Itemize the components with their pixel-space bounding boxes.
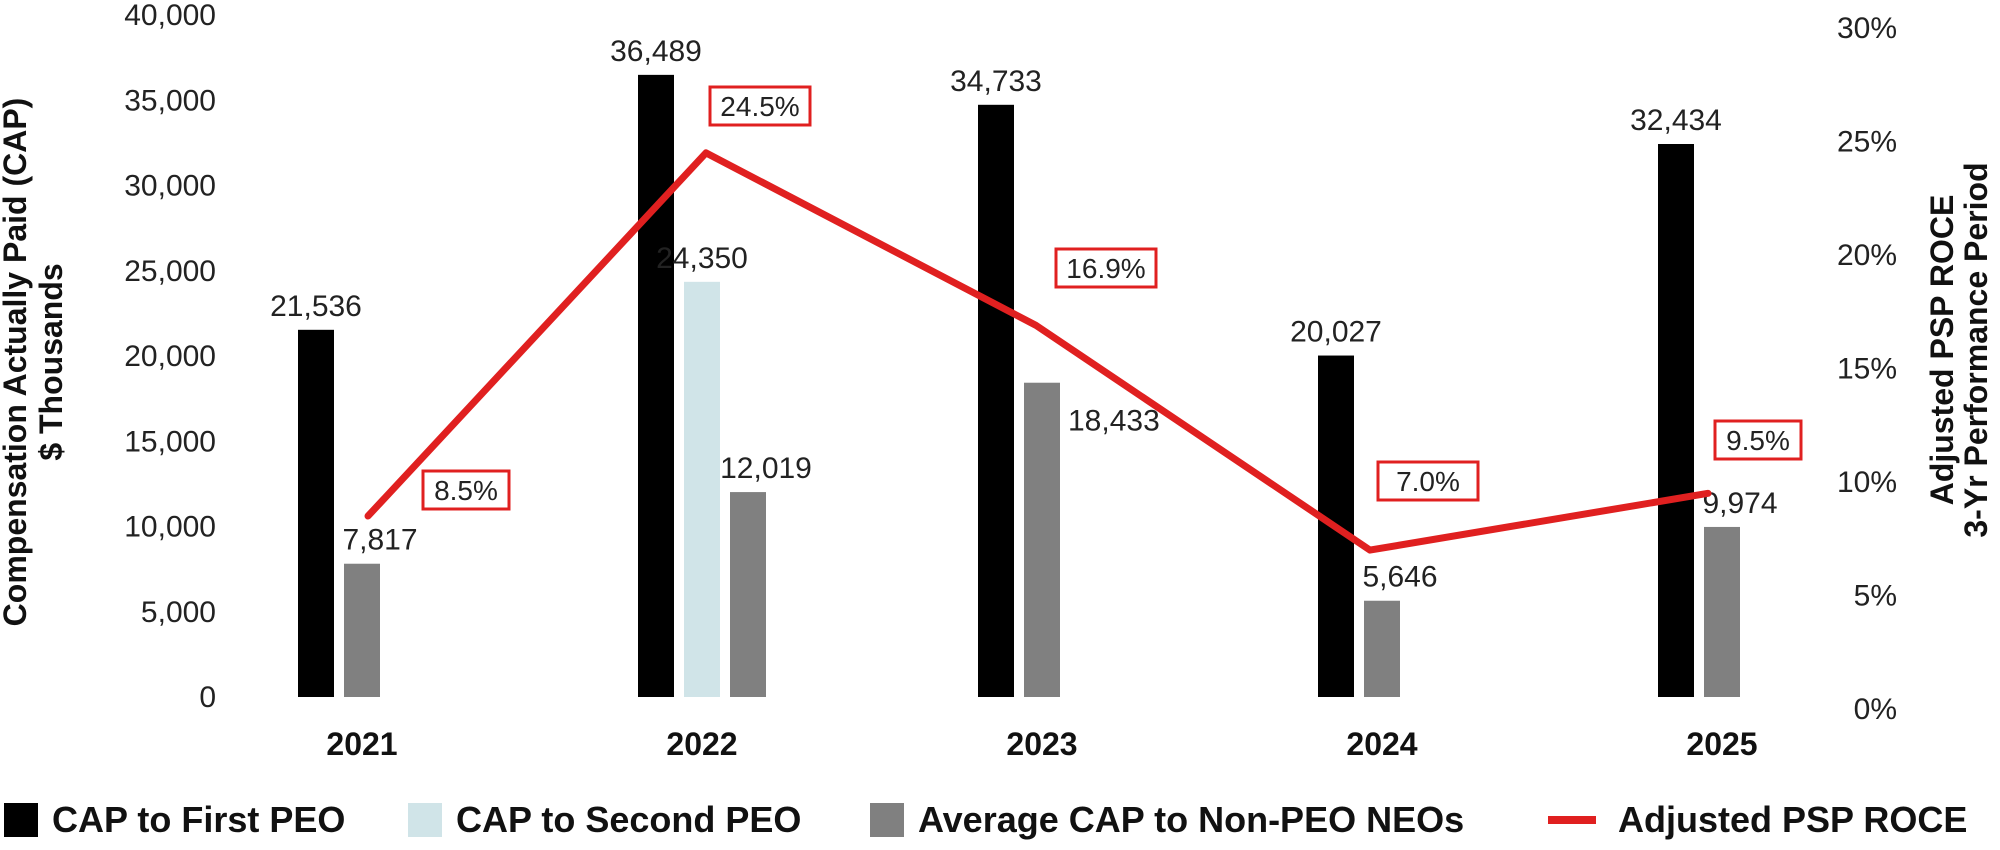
right-axis-title-line1: Adjusted PSP ROCE	[1924, 195, 1960, 506]
bar-value-label: 7,817	[342, 524, 417, 557]
bar-first-peo	[298, 330, 334, 697]
legend-label: CAP to First PEO	[52, 799, 345, 840]
bar-value-label: 20,027	[1290, 316, 1382, 349]
right-tick-label: 20%	[1837, 239, 1897, 272]
left-tick-label: 25,000	[124, 255, 216, 288]
x-axis-year-label: 2025	[1686, 726, 1757, 762]
legend-label: Average CAP to Non-PEO NEOs	[918, 799, 1464, 840]
left-axis-title-line2: $ Thousands	[33, 263, 69, 460]
bar-average-neo	[730, 492, 766, 697]
bar-value-label: 21,536	[270, 290, 362, 323]
right-axis-title: Adjusted PSP ROCE 3-Yr Performance Perio…	[1924, 162, 1994, 537]
right-tick-label: 0%	[1854, 693, 1897, 726]
right-tick-label: 10%	[1837, 466, 1897, 499]
bar-average-neo	[1704, 527, 1740, 697]
legend-swatch	[4, 803, 38, 837]
right-tick-label: 15%	[1837, 353, 1897, 386]
left-tick-label: 20,000	[124, 340, 216, 373]
legend-line-swatch	[1548, 816, 1596, 824]
bar-first-peo	[978, 105, 1014, 697]
roce-value-label: 24.5%	[720, 91, 799, 122]
roce-value-label: 9.5%	[1726, 425, 1790, 456]
bar-value-label: 12,019	[720, 452, 812, 485]
bar-value-label: 18,433	[1068, 405, 1160, 438]
bar-first-peo	[1658, 144, 1694, 697]
roce-value-label: 16.9%	[1066, 253, 1145, 284]
roce-value-label: 8.5%	[434, 475, 498, 506]
bar-first-peo	[638, 75, 674, 697]
x-axis-year-label: 2023	[1006, 726, 1077, 762]
x-axis-year-label: 2024	[1346, 726, 1417, 762]
bar-second-peo	[684, 282, 720, 697]
x-axis-year-label: 2021	[326, 726, 397, 762]
bar-average-neo	[1364, 601, 1400, 697]
bar-series	[298, 75, 1740, 697]
bar-value-label: 24,350	[656, 242, 748, 275]
bar-value-label: 32,434	[1630, 104, 1722, 137]
x-axis-year-label: 2022	[666, 726, 737, 762]
bar-average-neo	[1024, 383, 1060, 697]
bar-value-label: 36,489	[610, 35, 702, 68]
right-tick-label: 25%	[1837, 126, 1897, 159]
left-tick-label: 40,000	[124, 0, 216, 32]
legend-swatch	[408, 803, 442, 837]
left-axis-title: Compensation Actually Paid (CAP) $ Thous…	[0, 98, 69, 627]
bar-average-neo	[344, 564, 380, 697]
bar-value-label: 5,646	[1362, 561, 1437, 594]
left-tick-label: 10,000	[124, 511, 216, 544]
left-axis-title-line1: Compensation Actually Paid (CAP)	[0, 98, 33, 627]
roce-data-labels: 8.5% 24.5% 16.9% 7.0% 9.5%	[423, 87, 1801, 509]
roce-value-label: 7.0%	[1396, 466, 1460, 497]
legend-label: Adjusted PSP ROCE	[1618, 799, 1967, 840]
right-axis-title-line2: 3-Yr Performance Period	[1958, 162, 1994, 537]
legend: CAP to First PEO CAP to Second PEO Average…	[4, 799, 1967, 840]
bar-value-label: 34,733	[950, 65, 1042, 98]
right-axis-ticks: 0% 5% 10% 15% 20% 25% 30%	[1837, 12, 1897, 726]
left-axis-ticks: 0 5,000 10,000 15,000 20,000 25,000 30,000 35,0…	[124, 0, 216, 714]
left-tick-label: 30,000	[124, 170, 216, 203]
legend-label: CAP to Second PEO	[456, 799, 801, 840]
right-tick-label: 5%	[1854, 580, 1897, 613]
left-tick-label: 5,000	[141, 596, 216, 629]
left-tick-label: 35,000	[124, 84, 216, 117]
left-tick-label: 0	[199, 681, 216, 714]
x-axis-labels: 2021 2022 2023 2024 2025	[326, 726, 1757, 762]
legend-swatch	[870, 803, 904, 837]
bar-value-label: 9,974	[1702, 487, 1777, 520]
left-tick-label: 15,000	[124, 425, 216, 458]
right-tick-label: 30%	[1837, 12, 1897, 45]
